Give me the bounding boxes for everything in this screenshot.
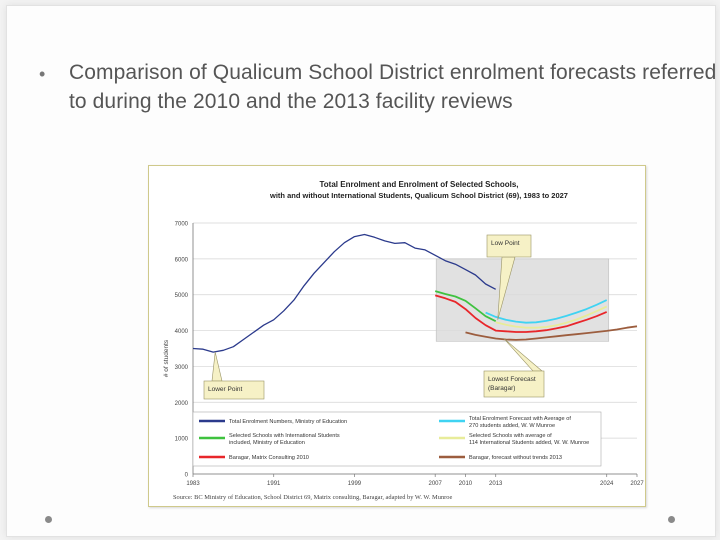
lowest-forecast-callout-label: Lowest Forecast xyxy=(488,376,536,383)
corner-dot-left xyxy=(45,516,52,523)
series-line-5 xyxy=(434,294,608,333)
x-tick-label: 2010 xyxy=(459,481,473,487)
chart-title: Total Enrolment and Enrolment of Selecte… xyxy=(320,180,519,189)
y-axis-label: # of students xyxy=(163,339,170,377)
lower-point-callout-label: Lower Point xyxy=(208,386,243,393)
y-tick-label: 7000 xyxy=(175,222,189,228)
series-line-1 xyxy=(192,233,497,353)
legend-label-6: Baragar, forecast without trends 2013 xyxy=(469,455,562,461)
lower-point-callout-box xyxy=(203,380,265,400)
chart-image: Total Enrolment and Enrolment of Selecte… xyxy=(148,165,646,507)
legend-label-3: included, Ministry of Education xyxy=(229,440,305,446)
series-line-6 xyxy=(465,325,638,341)
low-point-callout-label: Low Point xyxy=(491,240,520,247)
legend-label-4: 114 International Students added, W. W. … xyxy=(469,440,589,446)
legend-label-5: Baragar, Matrix Consulting 2010 xyxy=(229,455,309,461)
y-tick-label: 2000 xyxy=(175,401,189,407)
enrolment-chart: Total Enrolment and Enrolment of Selecte… xyxy=(163,180,644,501)
legend-label-1: Total Enrolment Numbers, Ministry of Edu… xyxy=(229,419,347,425)
x-tick-label: 1983 xyxy=(186,481,200,487)
y-tick-label: 4000 xyxy=(175,329,189,335)
x-tick-label: 2024 xyxy=(600,481,614,487)
y-tick-label: 0 xyxy=(185,473,189,479)
series-line-3 xyxy=(434,290,497,323)
y-tick-label: 6000 xyxy=(175,257,189,263)
series-line-2 xyxy=(485,299,608,324)
slide: • Comparison of Qualicum School District… xyxy=(6,5,716,537)
lowest-forecast-callout-label: (Baragar) xyxy=(488,385,515,392)
x-tick-label: 1991 xyxy=(267,481,281,487)
series-line-4 xyxy=(495,305,608,329)
corner-dot-right xyxy=(668,516,675,523)
legend-box xyxy=(192,411,602,467)
x-tick-label: 2027 xyxy=(630,481,644,487)
x-tick-label: 2007 xyxy=(429,481,443,487)
low-point-callout-box xyxy=(486,234,532,258)
chart-subtitle: with and without International Students,… xyxy=(269,191,568,200)
y-tick-label: 1000 xyxy=(175,437,189,443)
y-tick-label: 5000 xyxy=(175,293,189,299)
bullet-symbol: • xyxy=(39,64,46,84)
y-tick-label: 3000 xyxy=(175,365,189,371)
x-tick-label: 1999 xyxy=(348,481,362,487)
lowest-forecast-callout-box xyxy=(483,370,545,398)
legend-label-4: Selected Schools with average of xyxy=(469,433,552,439)
bullet-point: • Comparison of Qualicum School District… xyxy=(33,58,720,116)
x-tick-label: 2013 xyxy=(489,481,503,487)
legend-label-2: 270 students added, W. W Munroe xyxy=(469,423,555,429)
legend-label-2: Total Enrolment Forecast with Average of xyxy=(469,416,571,422)
legend-label-3: Selected Schools with International Stud… xyxy=(229,433,340,439)
chart-source: Source: BC Ministry of Education, School… xyxy=(173,494,452,501)
bullet-text: Comparison of Qualicum School District e… xyxy=(69,61,717,113)
